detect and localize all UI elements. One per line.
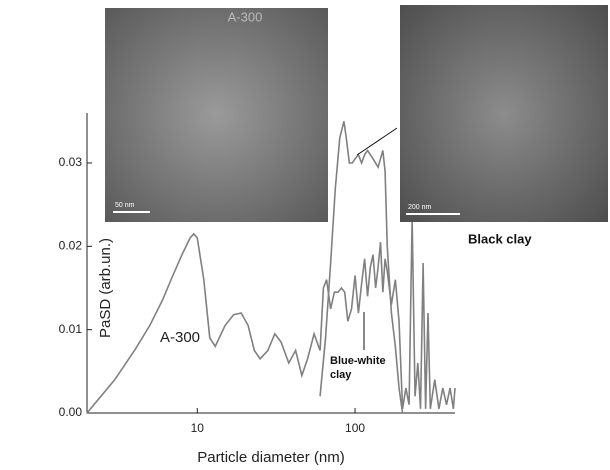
data-line (319, 217, 456, 409)
y-tick-label: 0.00 (59, 405, 83, 419)
y-tick-label: 0.02 (59, 239, 83, 253)
scale-label: 50 nm (115, 202, 135, 209)
y-tick-label: 0.01 (59, 322, 83, 336)
annotation: A-300 (160, 329, 200, 346)
x-tick-label: 10 (191, 421, 205, 435)
tem-image (400, 5, 608, 222)
y-axis-label: PaSD (arb.un.) (97, 238, 114, 338)
y-tick-label: 0.03 (59, 155, 83, 169)
annotation: Black clay (468, 231, 532, 246)
annotation: Blue-white clay (330, 355, 386, 381)
tem-image (105, 8, 328, 222)
data-line (319, 121, 404, 414)
scale-label: 200 nm (408, 204, 432, 211)
x-tick-label: 100 (345, 421, 365, 435)
arrow (356, 127, 398, 156)
x-axis-label: Particle diameter (nm) (197, 449, 345, 466)
annotation-box: Blue-white clay (330, 355, 386, 381)
data-line (86, 232, 321, 414)
inset-label: A-300 (228, 9, 263, 24)
